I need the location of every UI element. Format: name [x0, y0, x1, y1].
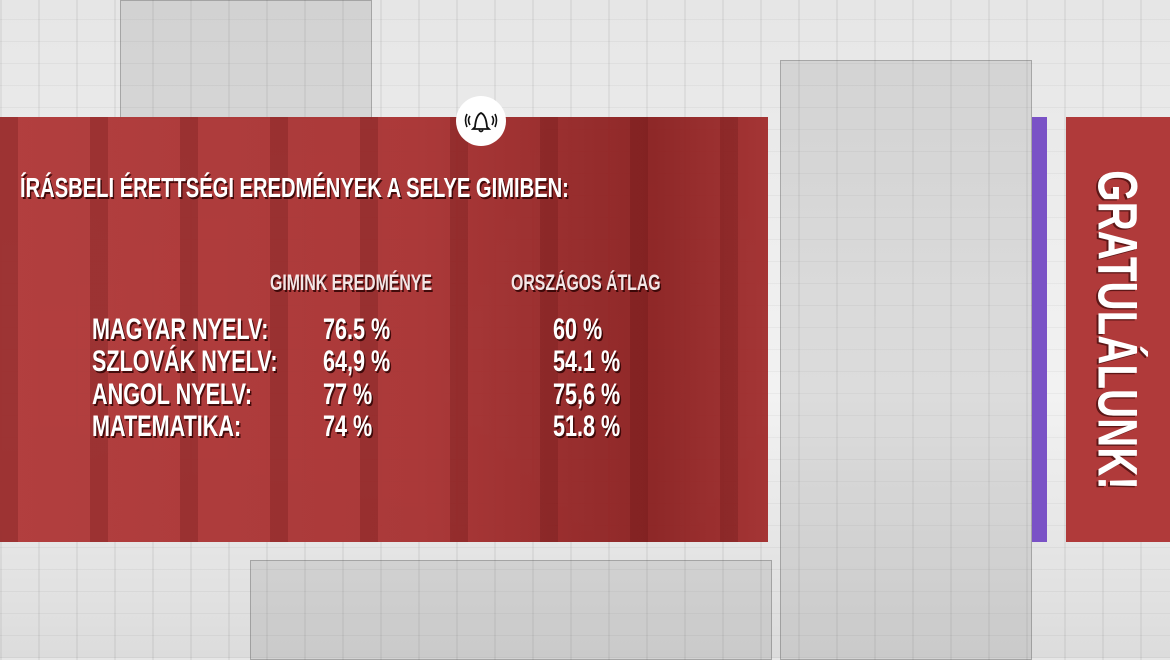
- bell-ringing-icon: [464, 112, 498, 133]
- subject-label: MAGYAR NYELV:: [92, 313, 269, 346]
- subject-label: SZLOVÁK NYELV:: [92, 345, 278, 378]
- row-subject: SZLOVÁK NYELV:: [92, 345, 350, 379]
- congratulations-label: GRATULÁLUNK!: [1086, 170, 1150, 490]
- row-subject: MAGYAR NYELV:: [92, 313, 337, 347]
- subject-label: ANGOL NYELV:: [92, 378, 253, 411]
- school-value: 77 %: [323, 378, 373, 411]
- congratulations-text: GRATULÁLUNK!: [1086, 108, 1151, 552]
- column-header-national-text: ORSZÁGOS ÁTLAG: [511, 270, 661, 295]
- school-value: 76.5 %: [323, 313, 391, 346]
- national-value: 60 %: [553, 313, 603, 346]
- row-school-value: 77 %: [323, 378, 391, 412]
- school-value: 74 %: [323, 410, 373, 443]
- page-title: ÍRÁSBELI ÉRETTSÉGI EREDMÉNYEK A SELYE GI…: [20, 172, 782, 204]
- row-school-value: 64,9 %: [323, 345, 416, 379]
- row-subject: MATEMATIKA:: [92, 410, 299, 444]
- column-header-school-text: GIMINK EREDMÉNYE: [270, 270, 432, 295]
- row-school-value: 74 %: [323, 410, 391, 444]
- title-text: ÍRÁSBELI ÉRETTSÉGI EREDMÉNYEK A SELYE GI…: [20, 172, 569, 203]
- bell-button: [456, 96, 506, 146]
- national-value: 54.1 %: [553, 345, 621, 378]
- background-building-left: [120, 0, 372, 119]
- background-fence: [250, 560, 772, 660]
- column-header-national: ORSZÁGOS ÁTLAG: [511, 270, 719, 296]
- side-panel: [1066, 117, 1170, 542]
- results-panel: [0, 117, 768, 542]
- background-building-right: [780, 60, 1032, 660]
- subject-label: MATEMATIKA:: [92, 410, 242, 443]
- row-national-value: 75,6 %: [553, 378, 646, 412]
- row-subject: ANGOL NYELV:: [92, 378, 314, 412]
- row-national-value: 54.1 %: [553, 345, 646, 379]
- accent-bar: [1032, 117, 1047, 542]
- national-value: 51.8 %: [553, 410, 621, 443]
- national-value: 75,6 %: [553, 378, 621, 411]
- row-national-value: 60 %: [553, 313, 621, 347]
- school-value: 64,9 %: [323, 345, 391, 378]
- column-header-school: GIMINK EREDMÉNYE: [270, 270, 495, 296]
- row-national-value: 51.8 %: [553, 410, 646, 444]
- row-school-value: 76.5 %: [323, 313, 416, 347]
